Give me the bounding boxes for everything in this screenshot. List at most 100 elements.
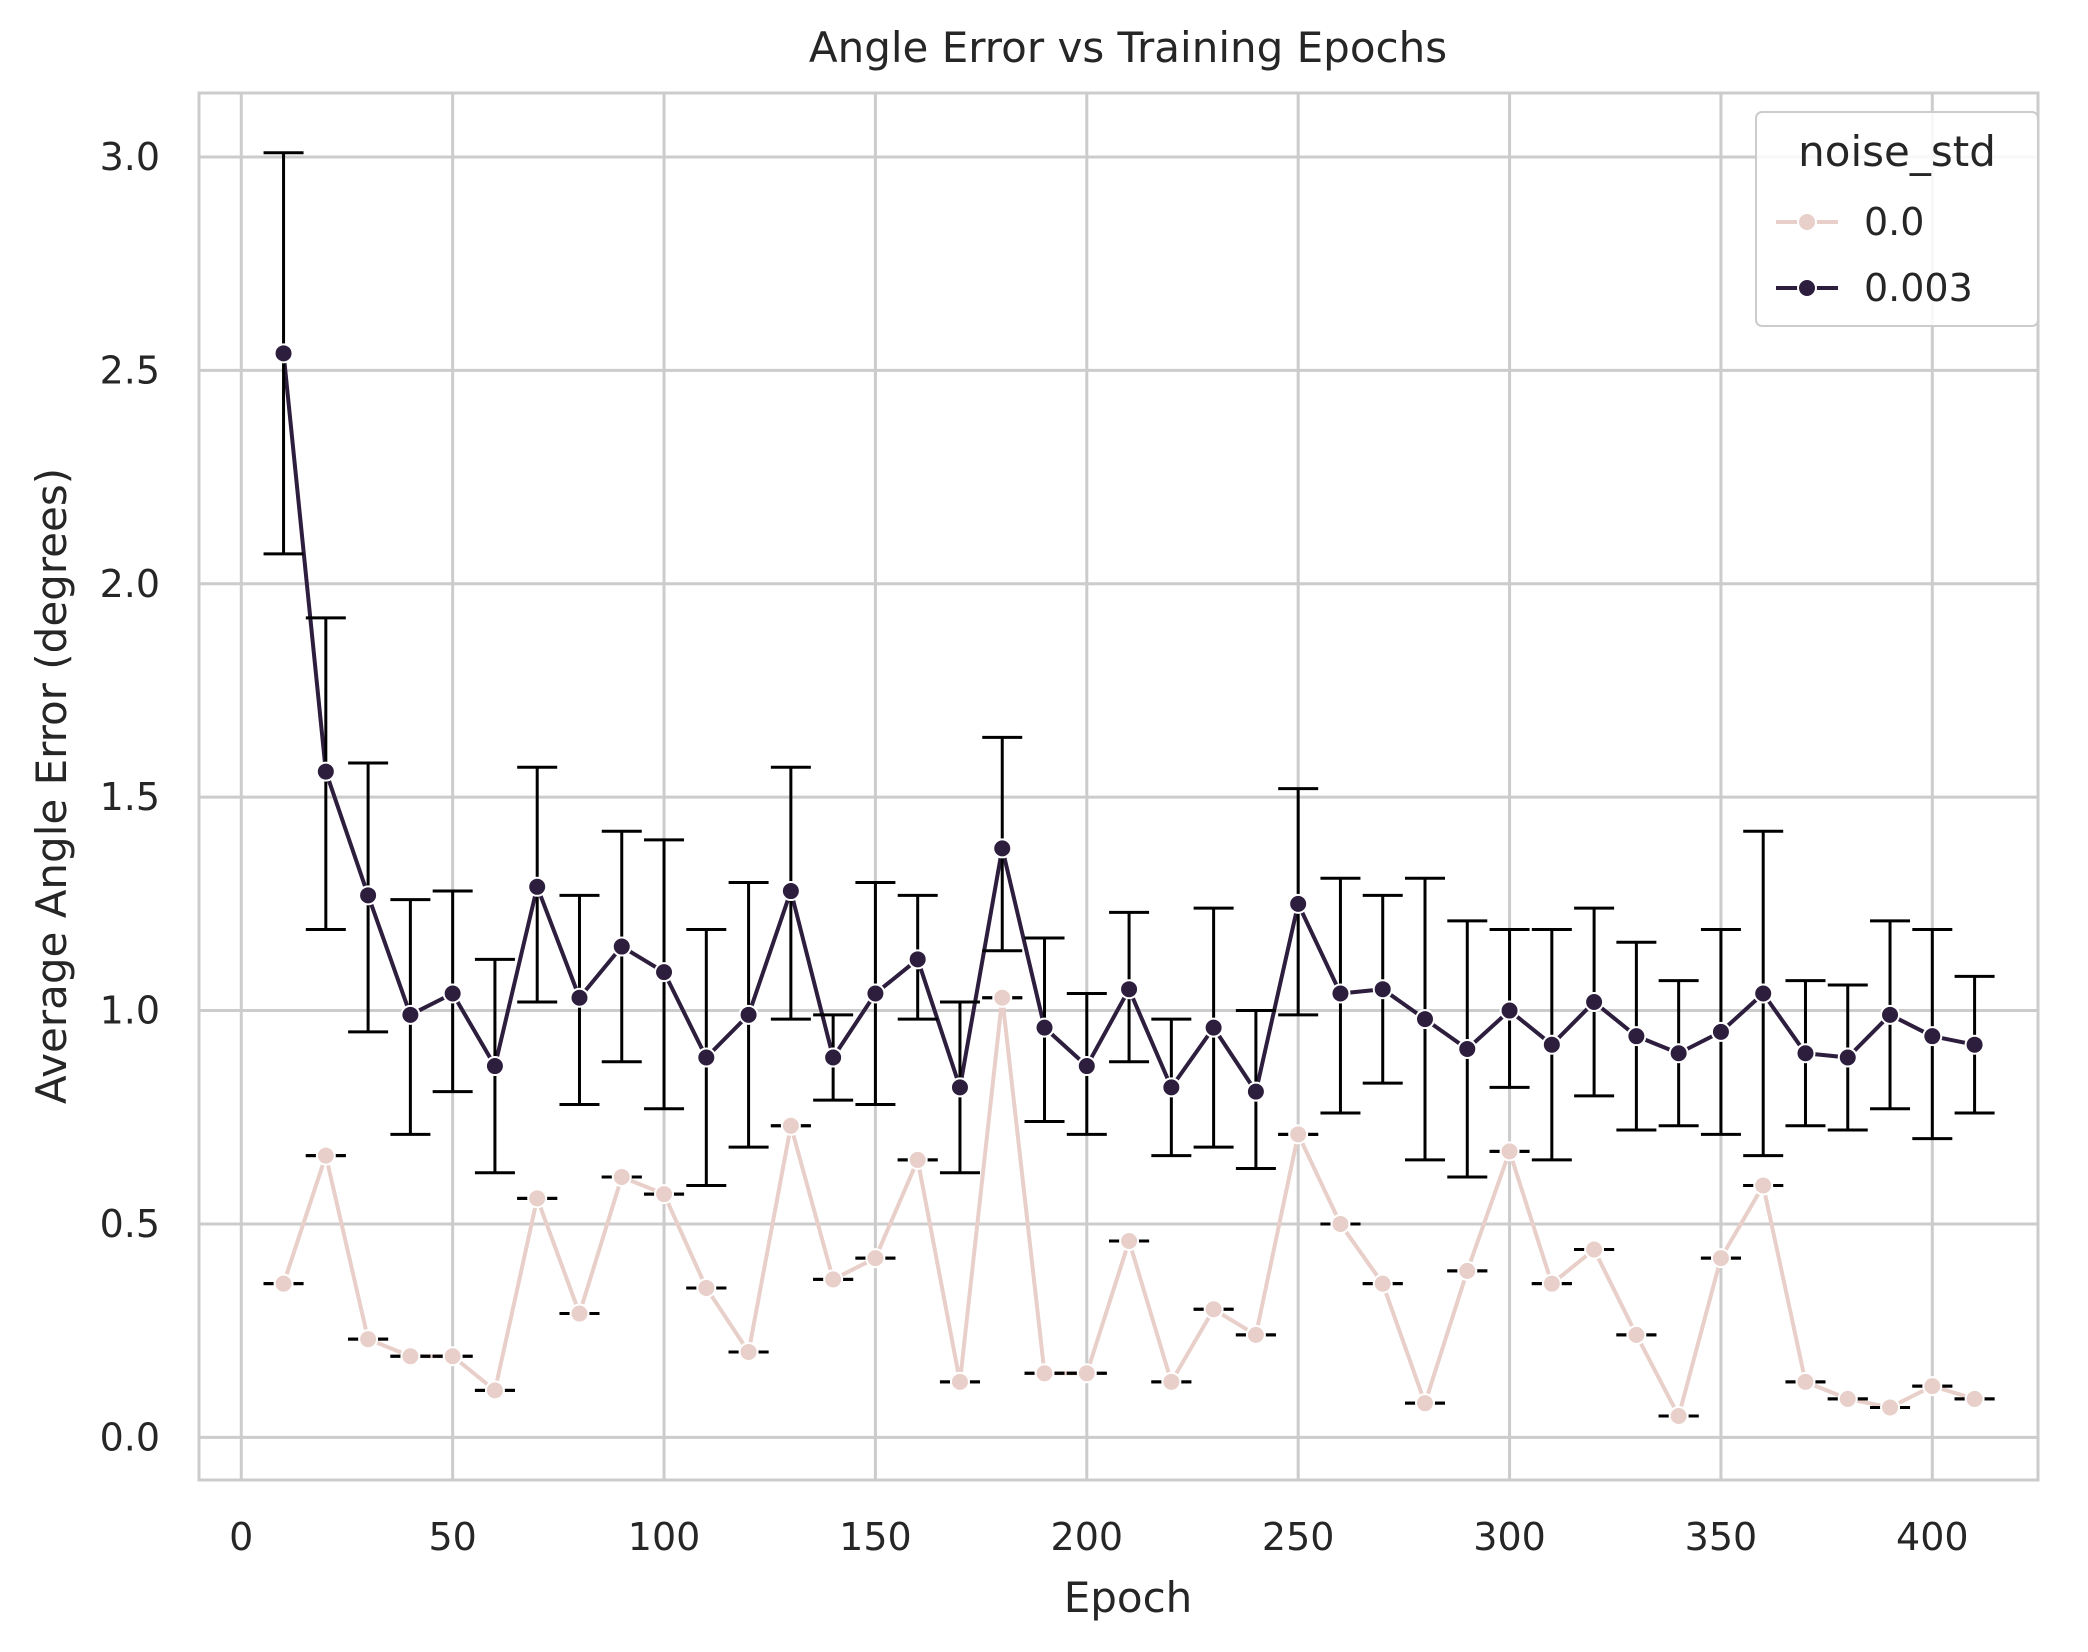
data-point [358, 885, 379, 906]
data-point [1499, 1141, 1520, 1162]
data-point [1964, 1388, 1985, 1409]
y-axis-label: Average Angle Error (degrees) [27, 468, 76, 1104]
data-point [1203, 1017, 1224, 1038]
data-point [1245, 1081, 1266, 1102]
data-point [1330, 983, 1351, 1004]
data-point [569, 987, 590, 1008]
x-axis-label: Epoch [1064, 1573, 1193, 1622]
legend: noise_std 0.0 0.003 [1755, 111, 2039, 327]
data-point [1119, 1231, 1140, 1252]
data-point [865, 1248, 886, 1269]
data-point [1245, 1324, 1266, 1345]
data-point [1710, 1248, 1731, 1269]
y-tick-label: 1.0 [100, 989, 160, 1033]
data-point [1753, 983, 1774, 1004]
data-point [823, 1047, 844, 1068]
data-point [1922, 1026, 1943, 1047]
x-tick-label: 0 [229, 1515, 253, 1559]
data-point [400, 1346, 421, 1367]
data-point [1541, 1034, 1562, 1055]
data-point [273, 343, 294, 364]
data-point [1753, 1175, 1774, 1196]
x-tick-label: 250 [1262, 1515, 1335, 1559]
data-point [315, 761, 336, 782]
data-point [315, 1145, 336, 1166]
data-point [527, 1188, 548, 1209]
data-point [1795, 1043, 1816, 1064]
x-tick-label: 50 [428, 1515, 476, 1559]
data-point [823, 1269, 844, 1290]
data-point [780, 881, 801, 902]
data-point [738, 1004, 759, 1025]
data-point [865, 983, 886, 1004]
x-tick-label: 350 [1685, 1515, 1758, 1559]
data-point [1626, 1324, 1647, 1345]
chart-title: Angle Error vs Training Epochs [809, 23, 1447, 72]
x-tick-label: 100 [628, 1515, 701, 1559]
data-point [1668, 1405, 1689, 1426]
data-point [738, 1341, 759, 1362]
data-point [611, 936, 632, 957]
series-layer [263, 151, 1995, 1426]
data-point [1076, 1363, 1097, 1384]
data-point [949, 1371, 970, 1392]
data-point [696, 1277, 717, 1298]
data-point [1119, 979, 1140, 1000]
data-point [1330, 1213, 1351, 1234]
x-tick-label: 300 [1473, 1515, 1546, 1559]
data-point [1161, 1077, 1182, 1098]
data-point [1203, 1299, 1224, 1320]
y-tick-label: 0.5 [100, 1202, 160, 1246]
data-point [780, 1115, 801, 1136]
data-point [484, 1380, 505, 1401]
data-point [1288, 1124, 1309, 1145]
data-point [992, 987, 1013, 1008]
data-point [484, 1056, 505, 1077]
data-point [1034, 1363, 1055, 1384]
data-point [696, 1047, 717, 1068]
data-point [907, 949, 928, 970]
data-point [273, 1273, 294, 1294]
y-tick-label: 1.5 [100, 775, 160, 819]
x-tick-label: 400 [1896, 1515, 1969, 1559]
data-point [611, 1166, 632, 1187]
data-point [1837, 1047, 1858, 1068]
data-point [654, 962, 675, 983]
data-point [527, 876, 548, 897]
y-tick-label: 3.0 [100, 135, 160, 179]
data-point [1415, 1009, 1435, 1030]
plot-frame [197, 91, 2040, 1482]
data-point [442, 1346, 463, 1367]
data-point [1415, 1393, 1435, 1414]
data-point [1288, 893, 1309, 914]
data-point [1795, 1371, 1816, 1392]
data-point [949, 1077, 970, 1098]
data-point [1626, 1026, 1647, 1047]
x-axis: 0 50 100 150 200 250 300 350 400 [229, 1515, 1968, 1559]
data-point [1499, 1000, 1520, 1021]
data-point [1541, 1273, 1562, 1294]
data-point [442, 983, 463, 1004]
data-point [1668, 1043, 1689, 1064]
legend-label: 0.0 [1864, 200, 1924, 244]
data-point [1880, 1397, 1901, 1418]
data-point [1457, 1038, 1478, 1059]
data-point [1584, 1239, 1605, 1260]
data-point [1034, 1017, 1055, 1038]
x-tick-label: 150 [839, 1515, 912, 1559]
legend-title: noise_std [1798, 127, 1996, 176]
series-0 [263, 987, 1995, 1426]
data-point [1922, 1376, 1943, 1397]
data-point [1372, 1273, 1393, 1294]
data-point [1372, 979, 1393, 1000]
y-tick-label: 0.0 [100, 1415, 160, 1459]
data-point [1710, 1021, 1731, 1042]
data-point [1964, 1034, 1985, 1055]
data-point [1584, 992, 1605, 1013]
data-point [1457, 1260, 1478, 1281]
data-point [654, 1184, 675, 1205]
data-point [1161, 1371, 1182, 1392]
data-point [1076, 1056, 1097, 1077]
y-tick-label: 2.5 [100, 348, 160, 392]
